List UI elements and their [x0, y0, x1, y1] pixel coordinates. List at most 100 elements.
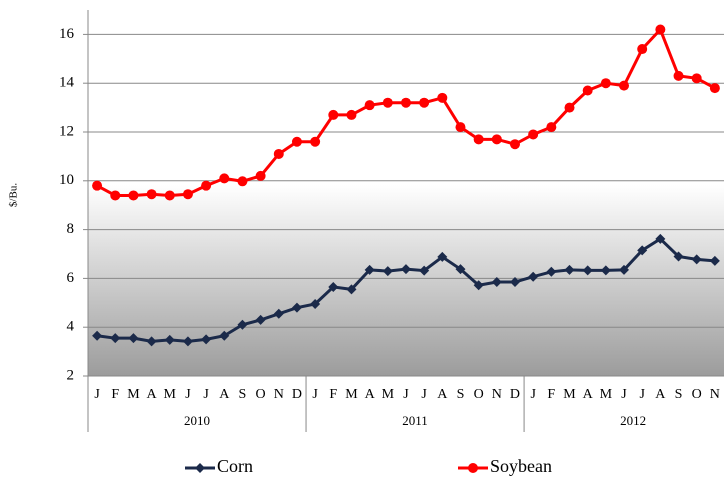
point [219, 173, 230, 184]
x-tick-label: M [164, 387, 177, 402]
point [473, 280, 484, 291]
point [128, 333, 139, 344]
point [509, 277, 520, 288]
y-tick-label: 2 [67, 367, 75, 383]
point [182, 189, 193, 200]
point [146, 336, 157, 347]
y-axis-label: $/Bu. [8, 183, 20, 207]
point [328, 281, 339, 292]
y-tick-label: 8 [67, 221, 75, 237]
x-tick-label: M [563, 387, 576, 402]
point [328, 109, 339, 120]
x-tick-label: M [345, 387, 358, 402]
point [637, 245, 648, 256]
point [455, 122, 466, 133]
point [437, 92, 448, 103]
x-tick-label: A [365, 387, 376, 402]
point [419, 265, 430, 276]
point [709, 83, 720, 94]
point [146, 189, 157, 200]
point [564, 102, 575, 113]
x-tick-label: J [94, 387, 100, 402]
point [655, 233, 666, 244]
point [273, 148, 284, 159]
point [582, 85, 593, 96]
point [491, 134, 502, 145]
x-tick-label: M [382, 387, 395, 402]
point [637, 44, 648, 55]
point [528, 129, 539, 140]
x-tick-label: S [675, 387, 683, 402]
point [164, 190, 175, 201]
point [400, 264, 411, 275]
x-tick-label: A [147, 387, 158, 402]
x-tick-label: O [256, 387, 266, 402]
x-tick-label: N [274, 387, 284, 402]
point [92, 330, 103, 341]
x-tick-label: J [621, 387, 627, 402]
point [364, 100, 375, 111]
x-tick-label: D [510, 387, 520, 402]
x-tick-label: J [639, 387, 645, 402]
point [201, 334, 212, 345]
x-tick-label: F [111, 387, 119, 402]
point [237, 319, 248, 330]
x-tick-label: N [710, 387, 720, 402]
legend-marker [468, 463, 478, 473]
point [619, 80, 630, 91]
x-tick-label: O [692, 387, 702, 402]
point [364, 264, 375, 275]
point [455, 264, 466, 275]
legend-label: Corn [217, 456, 253, 476]
point [201, 180, 212, 191]
x-group-label: 2012 [620, 413, 646, 428]
point [382, 97, 393, 108]
point [582, 265, 593, 276]
x-group-label: 2011 [402, 413, 428, 428]
point [491, 277, 502, 288]
y-tick-label: 4 [67, 319, 75, 335]
point [419, 97, 430, 108]
point [673, 251, 684, 262]
legend-label: Soybean [490, 456, 552, 476]
point [310, 299, 321, 310]
x-tick-label: S [239, 387, 247, 402]
point [346, 109, 357, 120]
x-tick-label: J [530, 387, 536, 402]
point [546, 122, 557, 133]
y-tick-label: 6 [67, 270, 75, 286]
point [310, 136, 321, 147]
point [110, 333, 121, 344]
x-tick-label: N [492, 387, 502, 402]
point [291, 302, 302, 313]
y-tick-label: 14 [59, 75, 75, 91]
y-tick-label: 12 [59, 123, 74, 139]
point [600, 78, 611, 89]
x-tick-label: D [292, 387, 302, 402]
x-tick-label: A [219, 387, 230, 402]
x-tick-label: F [547, 387, 555, 402]
point [219, 330, 230, 341]
x-tick-label: J [421, 387, 427, 402]
point [382, 266, 393, 277]
point [291, 136, 302, 147]
point [564, 264, 575, 275]
x-tick-label: A [583, 387, 594, 402]
point [709, 255, 720, 266]
point [600, 265, 611, 276]
point [255, 314, 266, 325]
point [164, 334, 175, 345]
point [473, 134, 484, 145]
point [346, 284, 357, 295]
point [237, 176, 248, 187]
x-tick-label: S [457, 387, 465, 402]
point [92, 180, 103, 191]
point [528, 271, 539, 282]
point [273, 308, 284, 319]
x-tick-label: J [403, 387, 409, 402]
point [509, 139, 520, 150]
point [400, 97, 411, 108]
point [128, 190, 139, 201]
x-tick-label: J [185, 387, 191, 402]
